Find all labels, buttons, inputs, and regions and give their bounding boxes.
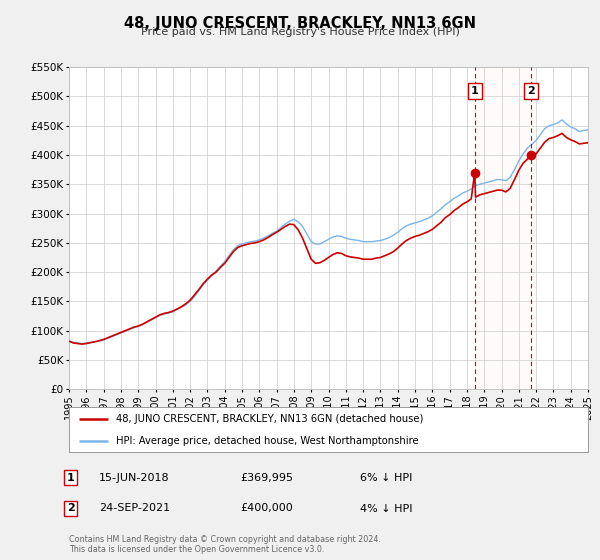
Text: 24-SEP-2021: 24-SEP-2021 <box>99 503 170 514</box>
Text: 1: 1 <box>471 86 479 96</box>
Text: 15-JUN-2018: 15-JUN-2018 <box>99 473 170 483</box>
Text: 2: 2 <box>67 503 74 514</box>
Bar <box>475 67 532 389</box>
Text: 48, JUNO CRESCENT, BRACKLEY, NN13 6GN: 48, JUNO CRESCENT, BRACKLEY, NN13 6GN <box>124 16 476 31</box>
Text: HPI: Average price, detached house, West Northamptonshire: HPI: Average price, detached house, West… <box>116 436 418 446</box>
Text: 1: 1 <box>67 473 74 483</box>
Text: 6% ↓ HPI: 6% ↓ HPI <box>360 473 412 483</box>
Text: Price paid vs. HM Land Registry's House Price Index (HPI): Price paid vs. HM Land Registry's House … <box>140 27 460 37</box>
Text: £400,000: £400,000 <box>240 503 293 514</box>
Text: Contains HM Land Registry data © Crown copyright and database right 2024.
This d: Contains HM Land Registry data © Crown c… <box>69 535 381 554</box>
Text: £369,995: £369,995 <box>240 473 293 483</box>
Text: 4% ↓ HPI: 4% ↓ HPI <box>360 503 413 514</box>
Text: 2: 2 <box>527 86 535 96</box>
Text: 48, JUNO CRESCENT, BRACKLEY, NN13 6GN (detached house): 48, JUNO CRESCENT, BRACKLEY, NN13 6GN (d… <box>116 414 423 424</box>
